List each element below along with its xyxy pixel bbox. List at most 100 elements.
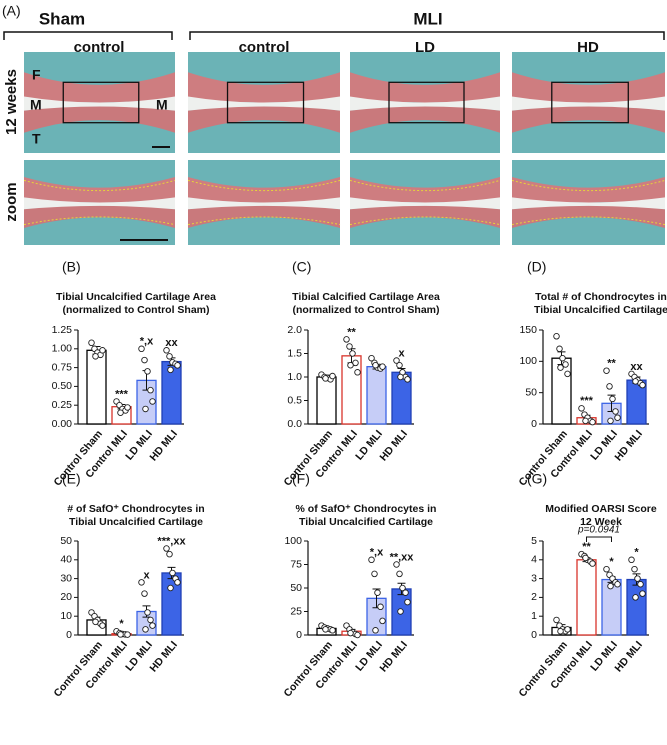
data-point (322, 626, 329, 633)
group-bracket (189, 31, 665, 40)
data-point (174, 579, 181, 586)
significance-label: ***,xx (157, 535, 186, 547)
tidemark (23, 179, 176, 192)
data-point (589, 418, 596, 426)
data-point (556, 345, 563, 353)
data-point (628, 556, 635, 564)
data-point (329, 627, 336, 634)
y-tick-label: 0 (531, 418, 537, 430)
data-point (147, 616, 154, 624)
bar (316, 376, 337, 425)
chart-title: Tibial Uncalcified Cartilage (534, 304, 667, 316)
data-point (372, 362, 379, 369)
data-point (614, 580, 621, 588)
data-point (372, 627, 379, 634)
cartilage (188, 177, 340, 203)
data-point (399, 584, 406, 592)
cartilage (188, 105, 340, 133)
group-bracket (3, 31, 173, 40)
y-tick-label: 25 (290, 605, 302, 617)
x-tick-label: HD MLI (147, 428, 179, 463)
significance-label: **,xx (390, 551, 415, 563)
cartilage (512, 177, 665, 203)
data-point (346, 343, 353, 350)
group-label: MLI (413, 9, 442, 28)
tidemark (187, 216, 341, 226)
tidemark (511, 179, 666, 192)
x-tick-label: HD MLI (612, 428, 644, 463)
group-label: Sham (39, 9, 85, 28)
data-point (354, 369, 361, 376)
data-point (379, 617, 386, 625)
cartilage (512, 72, 665, 103)
data-point (582, 554, 589, 562)
y-tick-label: 3 (531, 572, 537, 584)
chart-title: 12 Week (580, 516, 622, 528)
data-point (404, 598, 411, 606)
chart-title: Tibial Calcified Cartilage Area (292, 291, 440, 303)
zoom-box (388, 81, 465, 124)
image-label: M (156, 97, 168, 113)
y-tick-label: 20 (60, 591, 72, 603)
data-point (612, 408, 619, 415)
data-point (138, 345, 145, 353)
data-point (564, 370, 571, 378)
column-label: HD (577, 39, 599, 56)
y-tick-label: 4 (531, 554, 537, 566)
y-tick-label: 0.75 (52, 361, 73, 373)
data-point (377, 603, 384, 611)
tidemark (187, 179, 341, 192)
cartilage (350, 205, 500, 228)
data-point (347, 362, 354, 369)
panel-label: (A) (2, 3, 21, 19)
data-point (368, 354, 375, 362)
joint-space (512, 96, 665, 111)
panel-label: (G) (527, 471, 547, 487)
data-point (166, 550, 173, 558)
chart-title: # of SafO⁺ Chondrocytes in (67, 503, 204, 515)
data-point (322, 375, 329, 382)
data-point (562, 361, 569, 368)
data-point (631, 565, 638, 573)
data-point (607, 582, 614, 590)
significance-label: xx (630, 361, 643, 373)
image-label: M (30, 97, 42, 113)
panel-label: (E) (62, 471, 81, 487)
data-point (349, 350, 356, 357)
y-tick-label: 150 (519, 324, 537, 336)
zoom-box (226, 81, 305, 124)
x-tick-label: HD MLI (377, 428, 409, 463)
data-point (99, 347, 106, 354)
y-tick-label: 1.5 (287, 347, 302, 359)
data-point (149, 622, 156, 629)
data-point (393, 561, 400, 568)
bar (86, 349, 107, 425)
y-tick-label: 1.00 (52, 343, 73, 355)
data-point (163, 545, 170, 552)
bar (626, 578, 647, 636)
data-point (404, 376, 411, 383)
data-point (397, 373, 404, 381)
chart: (B) Tibial Uncalcified Cartilage Area(nor… (51, 259, 216, 489)
significance-label: * (119, 618, 124, 630)
data-point (396, 362, 403, 369)
cartilage (24, 72, 175, 103)
data-point (607, 417, 614, 425)
y-tick-label: 75 (290, 558, 302, 570)
significance-label: *** (115, 388, 129, 400)
y-tick-label: 100 (284, 535, 302, 547)
chart-title: (normalized to Control Sham) (293, 304, 440, 316)
data-point (589, 560, 596, 567)
chart: (C) Tibial Calcified Cartilage Area(norma… (281, 259, 439, 489)
y-tick-label: 0.00 (52, 418, 73, 430)
significance-label: ** (347, 326, 356, 338)
y-tick-label: 0.25 (52, 399, 73, 411)
cartilage (350, 105, 500, 133)
chart-title: % of SafO⁺ Chondrocytes in (296, 503, 437, 515)
data-point (149, 398, 156, 405)
data-point (632, 378, 639, 385)
joint-space (24, 96, 175, 111)
